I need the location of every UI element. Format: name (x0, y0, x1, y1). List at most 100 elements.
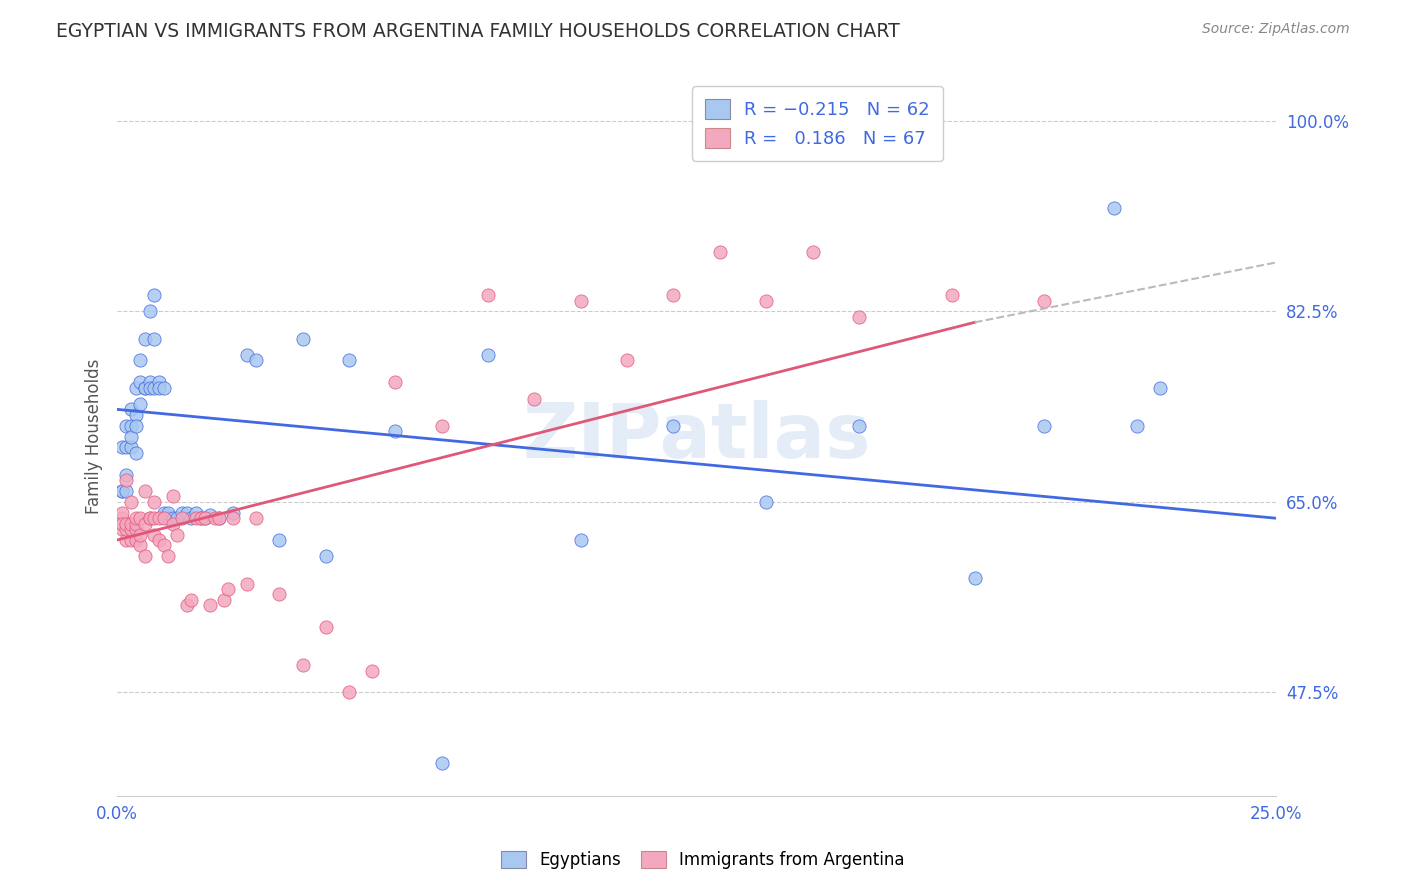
Point (148, 375, 170, 389)
Point (569, 293, 592, 308)
Point (152, 381, 174, 395)
Point (120, 522, 142, 536)
Point (162, 490, 184, 504)
Point (129, 375, 152, 389)
Point (111, 483, 134, 498)
Point (157, 549, 180, 564)
Point (172, 511, 194, 525)
Point (269, 533, 291, 547)
Point (115, 467, 138, 482)
Point (125, 533, 148, 547)
Point (166, 511, 188, 525)
Point (291, 332, 314, 346)
Point (111, 511, 134, 525)
Point (662, 288, 685, 302)
Point (477, 288, 499, 302)
Point (208, 511, 231, 525)
Point (291, 658, 314, 673)
Point (315, 549, 337, 564)
Point (208, 511, 231, 525)
Point (194, 511, 217, 525)
Point (430, 756, 453, 771)
Point (148, 533, 170, 547)
Point (125, 516, 148, 531)
Point (361, 664, 384, 678)
Point (190, 511, 212, 525)
Point (477, 348, 499, 362)
Point (1149, 381, 1171, 395)
Point (111, 483, 134, 498)
Point (222, 511, 245, 525)
Point (111, 522, 134, 536)
Point (755, 495, 778, 509)
Point (120, 429, 142, 443)
Point (184, 511, 207, 525)
Point (315, 620, 337, 634)
Point (222, 506, 245, 520)
Point (152, 511, 174, 525)
Point (941, 288, 963, 302)
Point (143, 527, 166, 541)
Text: EGYPTIAN VS IMMIGRANTS FROM ARGENTINA FAMILY HOUSEHOLDS CORRELATION CHART: EGYPTIAN VS IMMIGRANTS FROM ARGENTINA FA… (56, 22, 900, 41)
Point (152, 506, 174, 520)
Point (129, 538, 152, 552)
Point (616, 353, 638, 368)
Point (138, 381, 160, 395)
Point (337, 353, 360, 368)
Point (1033, 418, 1056, 433)
Point (430, 418, 453, 433)
Point (125, 408, 148, 422)
Point (662, 418, 685, 433)
Point (138, 304, 160, 318)
Point (569, 533, 592, 547)
Point (236, 576, 259, 591)
Point (120, 402, 142, 417)
Point (134, 549, 156, 564)
Point (115, 483, 138, 498)
Point (157, 506, 180, 520)
Point (162, 511, 184, 525)
Point (120, 533, 142, 547)
Point (1126, 418, 1149, 433)
Legend: R = −0.215   N = 62, R =   0.186   N = 67: R = −0.215 N = 62, R = 0.186 N = 67 (692, 87, 942, 161)
Point (162, 516, 184, 531)
Point (755, 293, 778, 308)
Point (143, 495, 166, 509)
Point (212, 592, 235, 607)
Point (801, 244, 824, 259)
Point (190, 511, 212, 525)
Point (129, 397, 152, 411)
Point (523, 392, 546, 406)
Point (111, 441, 134, 455)
Point (115, 522, 138, 536)
Legend: Egyptians, Immigrants from Argentina: Egyptians, Immigrants from Argentina (491, 841, 915, 880)
Point (143, 288, 166, 302)
Point (125, 522, 148, 536)
Point (129, 353, 152, 368)
Point (184, 506, 207, 520)
Point (148, 381, 170, 395)
Point (129, 527, 152, 541)
Text: ZIPatlas: ZIPatlas (523, 400, 870, 474)
Point (157, 511, 180, 525)
Point (125, 446, 148, 460)
Point (180, 592, 202, 607)
Point (125, 418, 148, 433)
Point (176, 506, 198, 520)
Point (963, 571, 986, 585)
Point (129, 511, 152, 525)
Point (115, 418, 138, 433)
Text: Source: ZipAtlas.com: Source: ZipAtlas.com (1202, 22, 1350, 37)
Point (217, 582, 239, 596)
Point (245, 353, 267, 368)
Point (134, 483, 156, 498)
Point (384, 424, 406, 438)
Point (176, 599, 198, 613)
Point (1102, 201, 1125, 215)
Point (134, 381, 156, 395)
Point (384, 375, 406, 389)
Point (138, 375, 160, 389)
Point (166, 527, 188, 541)
Point (245, 511, 267, 525)
Point (115, 441, 138, 455)
